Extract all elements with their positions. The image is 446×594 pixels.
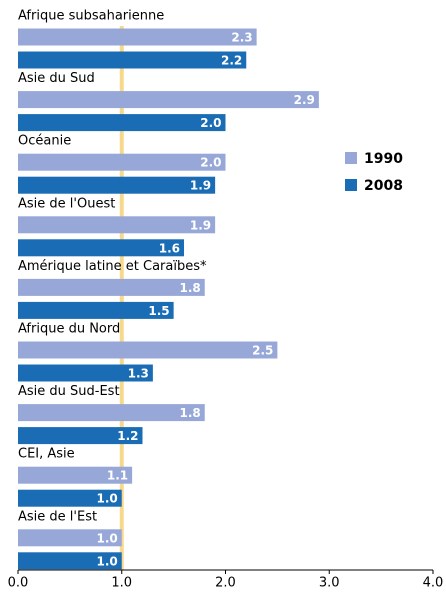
value-label: 1.0 [96,492,117,506]
bar [18,114,226,132]
category-label: Asie du Sud [18,71,95,86]
x-tick-label: 4.0 [423,576,444,591]
bar [18,427,143,445]
bar [18,301,174,319]
category-label: CEI, Asie [18,447,75,462]
x-tick-label: 3.0 [319,576,340,591]
value-label: 1.1 [107,469,128,483]
value-label: 1.3 [128,367,149,381]
bar [18,552,122,570]
bar [18,153,226,171]
value-label: 1.9 [190,179,211,193]
bar [18,176,216,194]
value-label: 1.8 [179,281,200,295]
value-label: 1.6 [159,241,180,255]
value-label: 1.9 [190,218,211,232]
legend-swatch [345,152,357,164]
category-label: Afrique subsaharienne [18,9,164,24]
bar [18,28,257,46]
x-tick-label: 0.0 [8,576,29,591]
value-label: 2.2 [221,54,242,68]
bar [18,364,153,382]
bar [18,51,247,69]
category-label: Asie de l'Est [18,509,97,524]
x-tick-label: 1.0 [111,576,132,591]
bar [18,278,205,296]
value-label: 2.0 [200,156,221,170]
category-label: Océanie [18,134,71,149]
x-tick-label: 2.0 [215,576,236,591]
value-label: 1.2 [117,429,138,443]
value-label: 1.0 [96,554,117,568]
bar [18,529,122,547]
category-label: Asie du Sud-Est [18,384,120,399]
bar [18,341,278,359]
value-label: 2.9 [294,93,315,107]
bar [18,239,184,257]
value-label: 1.8 [179,406,200,420]
legend-label: 2008 [364,178,403,194]
value-label: 1.5 [148,304,169,318]
legend-label: 1990 [364,151,403,167]
category-label: Afrique du Nord [18,322,120,337]
value-label: 1.0 [96,531,117,545]
bar [18,404,205,422]
category-label: Amérique latine et Caraïbes* [18,259,207,274]
bar [18,91,319,109]
value-label: 2.5 [252,344,273,358]
bar [18,466,133,484]
bar [18,489,122,507]
legend-swatch [345,179,357,191]
value-label: 2.3 [231,31,252,45]
value-label: 2.0 [200,116,221,130]
category-label: Asie de l'Ouest [18,196,115,211]
bar [18,216,216,234]
